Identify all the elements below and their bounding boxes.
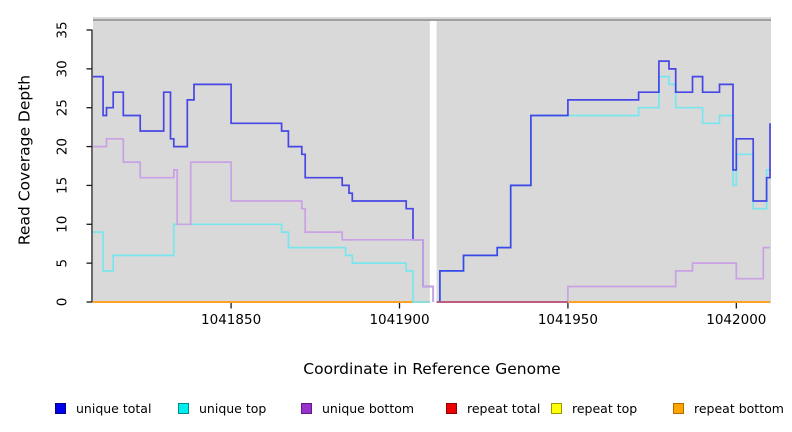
coverage-gap-band [429,21,437,303]
legend-item-repeat-bottom: repeat bottom [673,398,784,418]
legend-swatch-repeat-total [446,402,457,414]
series-line-unique-bottom [436,246,770,303]
legend-item-unique-top: unique top [178,398,266,418]
legend-label: unique top [199,400,267,416]
x-tick-label: 1041950 [538,312,598,328]
legend-swatch-repeat-bottom [673,402,684,414]
series-line-unique-top [93,223,430,303]
legend-item-unique-bottom: unique bottom [301,398,414,418]
legend-label: unique total [76,400,152,416]
y-tick-label: 0 [55,298,71,307]
chart-legend: unique total unique top unique bottom repea… [0,398,792,422]
x-tick-label: 1042000 [706,312,766,328]
y-tick-label: 35 [55,21,71,38]
x-axis-title: Coordinate in Reference Genome [303,360,561,378]
legend-item-repeat-top: repeat top [551,398,637,418]
x-tick-label: 1041900 [369,312,429,328]
y-tick-label: 30 [55,60,71,77]
y-tick-label: 25 [55,99,71,116]
series-line-unique-bottom [93,137,435,302]
legend-swatch-unique-bottom [301,402,312,414]
legend-swatch-unique-top [178,402,189,414]
legend-swatch-repeat-top [551,402,562,414]
y-tick-label: 5 [55,259,71,268]
legend-label: repeat top [572,400,638,416]
legend-swatch-unique-total [55,402,66,414]
series-line-unique-total [93,75,435,302]
y-tick-label: 20 [55,138,71,155]
legend-label: repeat bottom [694,400,784,416]
series-line-unique-total [436,60,771,303]
legend-label: repeat total [467,400,541,416]
x-tick-label: 1041850 [201,312,261,328]
y-tick-label: 10 [55,216,71,233]
legend-item-repeat-total: repeat total [446,398,540,418]
y-axis-title: Read Coverage Depth [15,74,34,246]
y-tick-label: 15 [55,177,71,194]
legend-label: unique bottom [322,400,415,416]
legend-item-unique-total: unique total [55,398,151,418]
